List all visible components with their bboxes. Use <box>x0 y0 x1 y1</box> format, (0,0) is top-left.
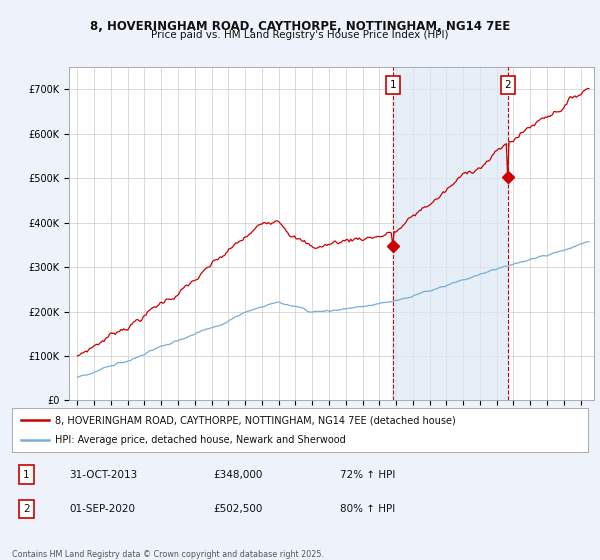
Text: Contains HM Land Registry data © Crown copyright and database right 2025.
This d: Contains HM Land Registry data © Crown c… <box>12 550 324 560</box>
Text: 2: 2 <box>23 504 30 514</box>
Text: £502,500: £502,500 <box>214 504 263 514</box>
Text: 80% ↑ HPI: 80% ↑ HPI <box>340 504 395 514</box>
Text: 8, HOVERINGHAM ROAD, CAYTHORPE, NOTTINGHAM, NG14 7EE: 8, HOVERINGHAM ROAD, CAYTHORPE, NOTTINGH… <box>90 20 510 32</box>
Text: 2: 2 <box>505 80 511 90</box>
Text: 1: 1 <box>23 470 30 479</box>
Text: HPI: Average price, detached house, Newark and Sherwood: HPI: Average price, detached house, Newa… <box>55 435 346 445</box>
Bar <box>393 67 508 400</box>
Text: Price paid vs. HM Land Registry's House Price Index (HPI): Price paid vs. HM Land Registry's House … <box>151 30 449 40</box>
Text: 72% ↑ HPI: 72% ↑ HPI <box>340 470 395 479</box>
Text: 1: 1 <box>390 80 397 90</box>
Text: 8, HOVERINGHAM ROAD, CAYTHORPE, NOTTINGHAM, NG14 7EE (detached house): 8, HOVERINGHAM ROAD, CAYTHORPE, NOTTINGH… <box>55 415 456 425</box>
Text: 01-SEP-2020: 01-SEP-2020 <box>70 504 136 514</box>
Text: £348,000: £348,000 <box>214 470 263 479</box>
Text: 31-OCT-2013: 31-OCT-2013 <box>70 470 138 479</box>
